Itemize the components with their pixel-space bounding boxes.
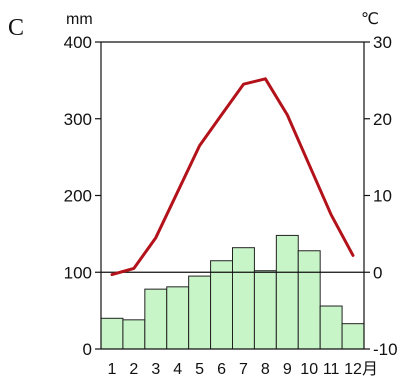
month-label-9: 9 xyxy=(283,361,292,378)
precip-bar-6 xyxy=(210,260,233,350)
precip-bar-11 xyxy=(319,305,343,350)
right-tick-label-20: 20 xyxy=(373,110,392,129)
left-tick-label-0: 0 xyxy=(83,340,92,359)
month-label-1: 1 xyxy=(108,361,117,378)
month-label-3: 3 xyxy=(151,361,160,378)
panel-label: C xyxy=(8,15,24,41)
precip-bar-3 xyxy=(144,288,168,350)
left-axis-unit: mm xyxy=(66,11,93,28)
month-label-5: 5 xyxy=(195,361,204,378)
right-tick-label--10: -10 xyxy=(373,340,398,359)
month-label-6: 6 xyxy=(217,361,226,378)
precip-bar-9 xyxy=(275,234,299,350)
month-label-2: 2 xyxy=(129,361,138,378)
month-label-11: 11 xyxy=(323,361,340,378)
precip-bar-4 xyxy=(166,286,190,350)
month-label-12: 12 xyxy=(344,361,362,378)
left-tick-label-300: 300 xyxy=(64,110,92,129)
left-tick-label-200: 200 xyxy=(64,187,92,206)
temperature-line xyxy=(110,77,355,277)
right-tick-label-30: 30 xyxy=(373,33,392,52)
month-suffix: 月 xyxy=(362,361,378,378)
month-label-8: 8 xyxy=(261,361,270,378)
precip-bar-8 xyxy=(253,270,277,350)
precip-bar-2 xyxy=(122,319,146,350)
right-axis-unit: ℃ xyxy=(361,11,379,28)
precipitation-bars xyxy=(100,234,365,350)
month-label-4: 4 xyxy=(173,361,182,378)
right-tick-label-10: 10 xyxy=(373,187,392,206)
precip-bar-5 xyxy=(188,275,212,350)
month-label-10: 10 xyxy=(300,361,318,378)
precip-bar-1 xyxy=(100,317,124,350)
left-tick-label-100: 100 xyxy=(64,263,92,282)
month-label-7: 7 xyxy=(239,361,248,378)
precip-bar-12 xyxy=(341,323,365,350)
right-tick-label-0: 0 xyxy=(373,263,382,282)
chart-axes xyxy=(95,41,370,350)
left-tick-label-400: 400 xyxy=(64,33,92,52)
precip-bar-10 xyxy=(297,250,321,350)
temperature-series xyxy=(110,77,355,277)
precip-bar-7 xyxy=(232,247,255,350)
